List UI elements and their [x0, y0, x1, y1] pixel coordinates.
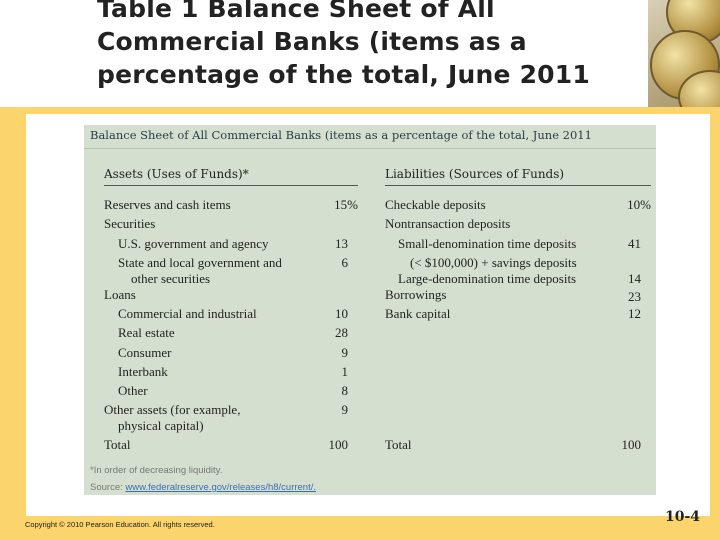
assets-row-label: Securities [104, 216, 156, 231]
source-link[interactable]: www.federalreserve.gov/releases/h8/curre… [125, 482, 317, 493]
liabilities-row-label: Large-denomination time deposits [398, 271, 577, 286]
assets-row-value: 28 [335, 325, 348, 340]
assets-row-label: Loans [104, 287, 136, 302]
slide-title: Table 1 Balance Sheet of All Commercial … [97, 0, 590, 89]
liabilities-row-label: (< $100,000) + savings deposits [410, 255, 577, 270]
coins-photo [648, 0, 720, 108]
assets-row-value: 1 [341, 364, 349, 379]
assets-row-label: Consumer [118, 345, 172, 360]
table-caption-text: Balance Sheet of All Commercial Banks (i… [90, 128, 592, 142]
liabilities-header-rule [385, 185, 651, 186]
source-prefix: Source: [90, 482, 126, 493]
assets-row-value: 10 [335, 306, 348, 321]
liabilities-total-label: Total [385, 437, 412, 452]
assets-row-label: Other assets (for example, [104, 402, 241, 417]
liabilities-row-label: Bank capital [385, 306, 451, 321]
assets-row-value: 13 [335, 236, 348, 251]
assets-row-label: State and local government and [118, 255, 282, 270]
liabilities-row-label: Nontransaction deposits [385, 216, 511, 231]
liabilities-row-value: 12 [628, 306, 641, 321]
liabilities-row-value: 10% [627, 197, 651, 212]
table-source: Source: www.federalreserve.gov/releases/… [90, 482, 316, 493]
liabilities-total-value: 100 [621, 437, 642, 452]
assets-row-label: Real estate [118, 325, 175, 340]
assets-row-label: Commercial and industrial [118, 306, 257, 321]
liabilities-row-label: Borrowings [385, 287, 447, 302]
assets-row-label: Reserves and cash items [104, 197, 231, 212]
liabilities-row-label: Checkable deposits [385, 197, 486, 212]
liabilities-row-label: Small-denomination time deposits [398, 236, 577, 251]
assets-total-value: 100 [328, 437, 349, 452]
assets-row-label: U.S. government and agency [118, 236, 269, 251]
assets-row-label: Interbank [118, 364, 168, 379]
assets-total-label: Total [104, 437, 131, 452]
liabilities-row-value: 14 [628, 271, 641, 286]
balance-sheet-table [84, 125, 656, 495]
assets-row-value: 9 [341, 345, 349, 360]
slide-number: 10-4 [665, 509, 701, 525]
liabilities-row-value: 23 [628, 289, 641, 304]
table-footnote: *In order of decreasing liquidity. [90, 465, 223, 476]
assets-row-value: 8 [341, 383, 349, 398]
coin-icon [678, 70, 720, 108]
assets-row-value: 6 [341, 255, 349, 270]
assets-row-label: other securities [131, 271, 211, 286]
assets-header: Assets (Uses of Funds)* [104, 167, 249, 181]
assets-row-label: Other [118, 383, 148, 398]
assets-row-label: physical capital) [118, 418, 204, 433]
liabilities-row-value: 41 [628, 236, 641, 251]
assets-row-value: 15% [334, 197, 358, 212]
liabilities-header: Liabilities (Sources of Funds) [385, 167, 565, 181]
table-caption: Balance Sheet of All Commercial Banks (i… [84, 125, 656, 149]
assets-row-value: 9 [341, 402, 349, 417]
assets-header-rule [104, 185, 358, 186]
copyright-notice: Copyright © 2010 Pearson Education. All … [25, 520, 215, 529]
